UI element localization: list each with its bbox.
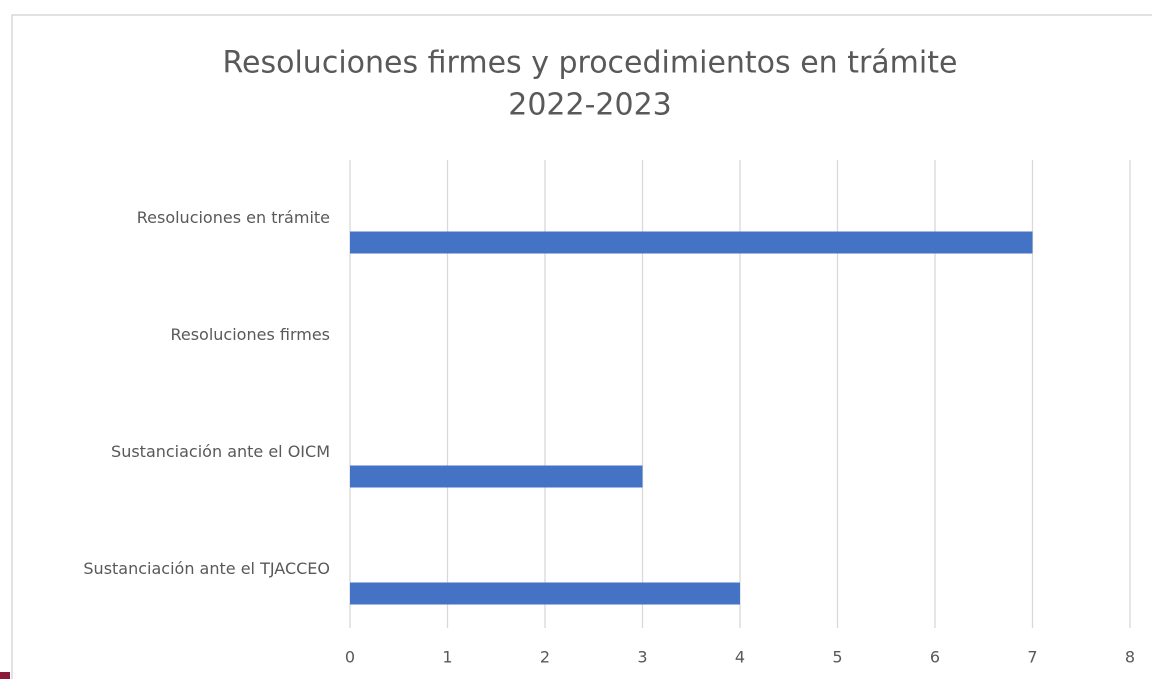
- bar: [350, 465, 643, 488]
- x-tick-label: 7: [1027, 648, 1037, 667]
- y-tick-label: Sustanciación ante el TJACCEO: [83, 559, 330, 578]
- chart-border: [11, 14, 1152, 679]
- bar: [350, 231, 1033, 254]
- bar: [350, 582, 740, 605]
- y-tick-label: Sustanciación ante el OICM: [111, 442, 330, 461]
- y-tick-label: Resoluciones en trámite: [137, 208, 330, 227]
- x-tick-label: 8: [1125, 648, 1135, 667]
- x-tick-label: 5: [832, 648, 842, 667]
- x-tick-label: 3: [637, 648, 647, 667]
- x-tick-label: 1: [442, 648, 452, 667]
- x-tick-label: 2: [540, 648, 550, 667]
- y-tick-label: Resoluciones firmes: [170, 325, 330, 344]
- chart-subtitle: 2022-2023: [508, 88, 672, 123]
- chart-title: Resoluciones firmes y procedimientos en …: [223, 46, 958, 81]
- x-tick-label: 0: [345, 648, 355, 667]
- x-tick-label: 4: [735, 648, 745, 667]
- corner-mark: [0, 672, 10, 679]
- x-tick-label: 6: [930, 648, 940, 667]
